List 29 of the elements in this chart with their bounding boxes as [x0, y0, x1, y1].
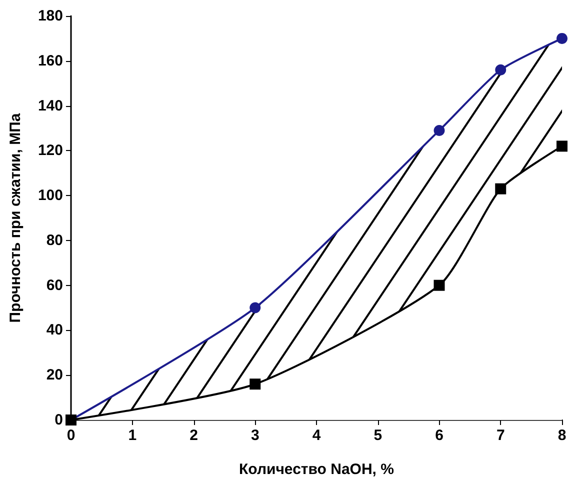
x-tick-label: 2: [190, 427, 198, 444]
x-axis-title: Количество NaOH, %: [239, 461, 394, 478]
x-tick-label: 5: [374, 427, 382, 444]
x-tick-label: 1: [128, 427, 137, 444]
point: [250, 378, 261, 390]
y-tick-label: 40: [46, 322, 63, 339]
x-tick-label: 8: [558, 427, 566, 444]
x-tick-label: 3: [250, 427, 260, 444]
y-tick-label: 120: [38, 142, 63, 160]
point: [250, 302, 261, 314]
x-tick-label: 7: [496, 427, 505, 444]
y-tick-label: 60: [46, 276, 63, 294]
y-tick-label: 0: [54, 412, 63, 428]
y-tick-label: 20: [46, 366, 63, 384]
point: [434, 124, 445, 136]
y-tick-label: 180: [38, 8, 63, 24]
point: [495, 64, 506, 76]
y-axis-title: Прочность при сжатии, МПа: [7, 112, 24, 323]
x-tick-label: 0: [66, 427, 76, 444]
x-tick-label: 6: [435, 427, 444, 444]
point: [556, 32, 568, 44]
y-tick-label: 80: [46, 232, 63, 249]
point: [434, 280, 445, 291]
y-tick-label: 100: [38, 187, 63, 204]
y-tick-label: 160: [38, 52, 63, 70]
x-tick-label: 4: [312, 427, 322, 444]
y-tick-label: 140: [38, 97, 63, 114]
point: [556, 140, 568, 152]
point: [495, 183, 506, 194]
